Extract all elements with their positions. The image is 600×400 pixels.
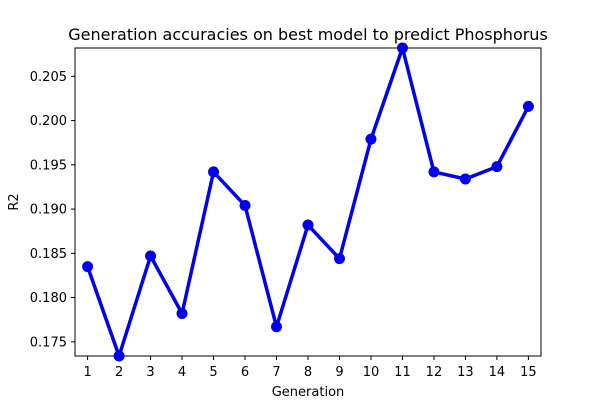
data-series bbox=[82, 42, 534, 362]
data-point-generation-6 bbox=[239, 200, 251, 212]
x-tick-label: 15 bbox=[520, 365, 537, 380]
x-tick-label: 5 bbox=[209, 365, 217, 380]
x-tick-label: 4 bbox=[178, 365, 186, 380]
x-tick-label: 6 bbox=[241, 365, 249, 380]
y-tick-label: 0.205 bbox=[30, 70, 67, 85]
x-tick-label: 14 bbox=[489, 365, 506, 380]
data-point-generation-4 bbox=[176, 308, 188, 320]
y-tick-label: 0.200 bbox=[30, 114, 67, 129]
y-tick-label: 0.175 bbox=[30, 335, 67, 350]
x-tick-label: 11 bbox=[394, 365, 411, 380]
data-point-generation-12 bbox=[428, 166, 440, 178]
x-tick-label: 3 bbox=[146, 365, 154, 380]
y-tick-label: 0.195 bbox=[30, 158, 67, 173]
y-axis-label: R2 bbox=[7, 193, 22, 210]
x-tick-label: 2 bbox=[115, 365, 123, 380]
y-axis-ticks: 0.175 0.180 0.185 0.190 0.195 0.200 0.205 bbox=[30, 70, 75, 350]
data-point-generation-10 bbox=[365, 133, 377, 145]
x-axis-ticks: 1 2 3 4 5 6 7 8 9 10 11 12 13 14 15 bbox=[83, 356, 537, 380]
data-point-generation-14 bbox=[491, 161, 503, 173]
data-point-generation-2 bbox=[113, 350, 125, 362]
data-point-generation-7 bbox=[271, 321, 283, 333]
data-point-generation-13 bbox=[459, 173, 471, 185]
x-tick-label: 9 bbox=[335, 365, 343, 380]
x-tick-label: 8 bbox=[304, 365, 312, 380]
data-point-generation-3 bbox=[145, 250, 157, 262]
x-axis-label: Generation bbox=[272, 385, 345, 400]
x-tick-label: 1 bbox=[83, 365, 91, 380]
y-tick-label: 0.180 bbox=[30, 291, 67, 306]
data-point-generation-1 bbox=[82, 261, 94, 273]
x-tick-label: 12 bbox=[426, 365, 443, 380]
data-point-generation-11 bbox=[396, 42, 408, 54]
x-tick-label: 7 bbox=[272, 365, 280, 380]
data-point-generation-9 bbox=[333, 253, 345, 265]
chart-title: Generation accuracies on best model to p… bbox=[68, 25, 548, 44]
series-line bbox=[85, 46, 531, 358]
x-tick-label: 13 bbox=[457, 365, 474, 380]
y-tick-label: 0.185 bbox=[30, 247, 67, 262]
data-point-generation-5 bbox=[208, 166, 220, 178]
plot-area-frame bbox=[74, 47, 542, 357]
y-tick-label: 0.190 bbox=[30, 203, 67, 218]
data-point-generation-8 bbox=[302, 219, 314, 231]
x-tick-label: 10 bbox=[363, 365, 380, 380]
data-point-generation-15 bbox=[522, 100, 534, 112]
